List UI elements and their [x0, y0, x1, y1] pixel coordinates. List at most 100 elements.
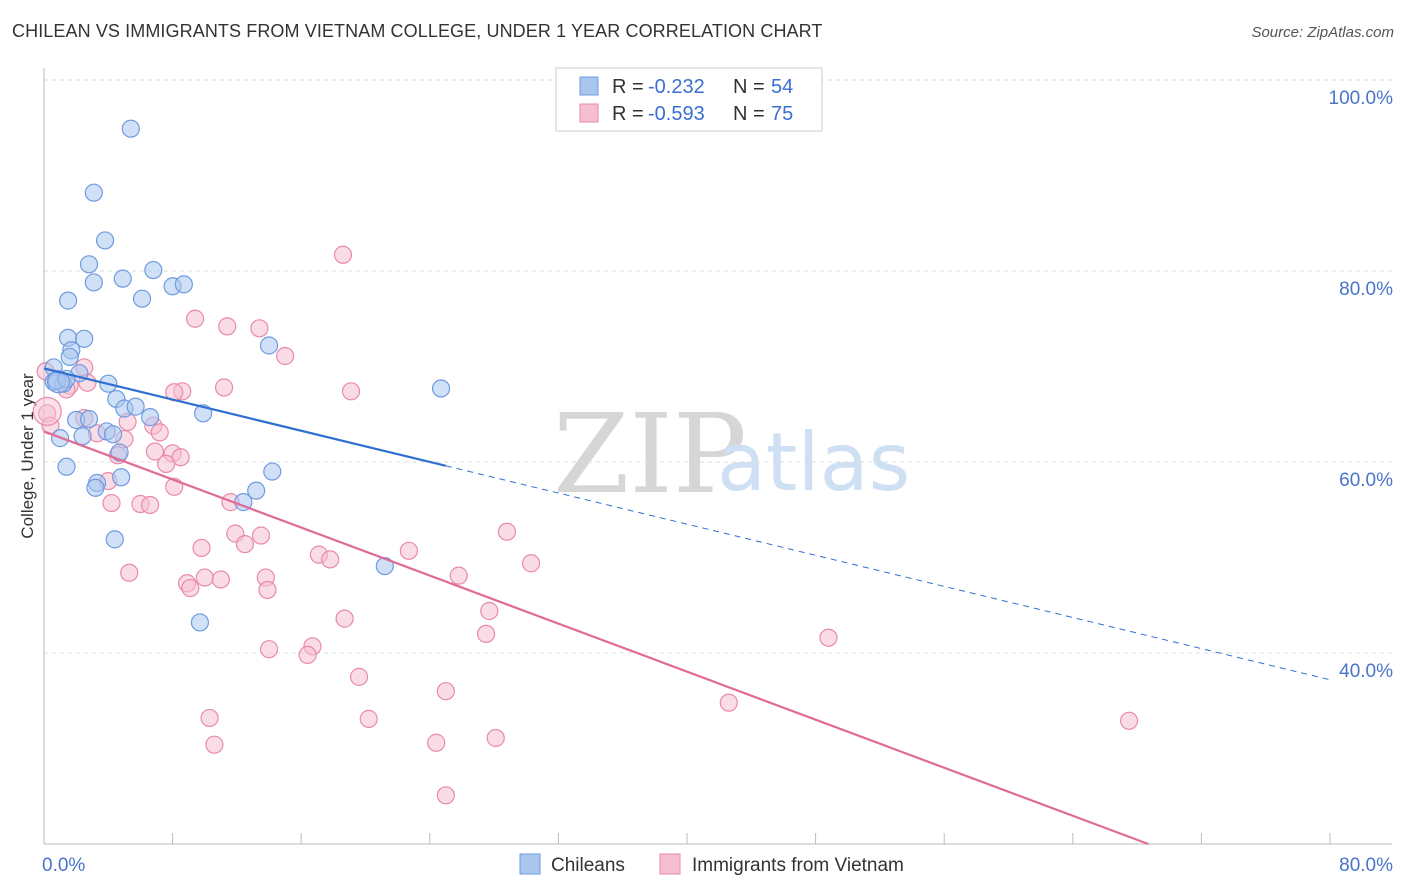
chilean-point-2	[95, 231, 115, 250]
chilean-points	[44, 119, 451, 632]
vietnam-point-1	[186, 309, 205, 328]
chilean-point-45	[190, 613, 210, 632]
chilean-point-36	[57, 457, 76, 476]
legend-r-label-1: R =	[612, 76, 644, 98]
vietnam-point-64	[427, 733, 446, 752]
vietnam-point-59	[719, 693, 738, 712]
chilean-trendline-extension	[445, 465, 1331, 681]
x-tick-marks	[43, 833, 1331, 844]
chilean-point-30	[79, 409, 99, 429]
vietnam-trendline	[43, 430, 1149, 846]
vietnam-point-42	[120, 563, 139, 582]
chilean-point-35	[110, 443, 129, 462]
legend-swatch-vietnam	[579, 103, 599, 123]
chilean-point-26	[126, 397, 145, 416]
vietnam-point-66	[436, 786, 455, 805]
vietnam-point-60	[200, 708, 219, 728]
vietnam-point-53	[819, 628, 838, 647]
chilean-point-4	[144, 260, 163, 280]
chilean-point-10	[132, 289, 152, 308]
chilean-point-43	[105, 530, 124, 549]
vietnam-point-2	[218, 317, 237, 336]
vietnam-point-0	[333, 245, 353, 264]
y-tick-label-80: 80.0%	[1339, 279, 1393, 300]
legend-r-label-2: R =	[612, 103, 644, 125]
chilean-trendline	[43, 367, 447, 467]
vietnam-point-40	[399, 541, 419, 560]
source-label: Source: ZipAtlas.com	[1251, 24, 1394, 41]
chilean-point-38	[112, 468, 131, 487]
series-legend: Chileans Immigrants from Vietnam	[519, 853, 904, 876]
vietnam-point-46	[211, 570, 230, 589]
vietnam-point-63	[205, 735, 224, 754]
vietnam-point-44	[181, 578, 200, 598]
legend-n-value-1: 54	[771, 76, 793, 98]
bottom-legend-vietnam: Immigrants from Vietnam	[692, 855, 904, 876]
chilean-point-15	[60, 347, 79, 367]
chilean-point-28	[140, 408, 160, 427]
vietnam-point-65	[486, 728, 505, 748]
legend-r-value-2: -0.593	[648, 103, 705, 125]
bottom-swatch-chileans	[519, 853, 541, 875]
vietnam-point-12	[214, 378, 234, 397]
vietnam-point-41	[521, 554, 541, 573]
vietnam-point-cluster	[32, 396, 62, 426]
vietnam-point-62	[1119, 711, 1139, 730]
vietnam-point-34	[251, 526, 271, 545]
vietnam-point-61	[359, 709, 378, 728]
chilean-point-33	[73, 427, 92, 446]
vietnam-point-20	[150, 423, 169, 442]
chilean-point-cluster	[46, 370, 71, 394]
vietnam-points	[32, 245, 1139, 805]
trend-lines	[43, 367, 1331, 846]
y-tick-label-100: 100.0%	[1329, 88, 1394, 109]
vietnam-point-37	[235, 535, 255, 554]
chilean-point-41	[247, 481, 266, 500]
watermark-zip: ZIP	[553, 390, 747, 518]
y-tick-label-60: 60.0%	[1339, 470, 1393, 491]
vietnam-point-48	[258, 580, 277, 600]
legend-n-label-1: N =	[733, 76, 765, 98]
chilean-point-6	[84, 273, 103, 292]
vietnam-point-45	[195, 568, 214, 587]
legend-r-value-1: -0.232	[648, 76, 705, 98]
chilean-point-40	[86, 478, 105, 497]
chilean-point-9	[59, 291, 78, 310]
chilean-point-0	[121, 119, 140, 138]
vietnam-point-49	[449, 566, 468, 585]
chilean-point-8	[174, 275, 193, 294]
chilean-point-5	[113, 269, 132, 288]
vietnam-point-56	[298, 645, 317, 665]
chilean-point-13	[259, 336, 279, 355]
vietnam-point-13	[341, 382, 361, 401]
vietnam-point-58	[436, 682, 455, 701]
vietnam-point-51	[335, 609, 354, 628]
legend-n-label-2: N =	[733, 103, 765, 125]
vietnam-point-31	[140, 495, 160, 515]
vietnam-point-39	[321, 550, 340, 569]
chilean-point-1	[84, 183, 103, 202]
y-tick-label-40: 40.0%	[1339, 661, 1393, 682]
vietnam-point-57	[349, 667, 369, 686]
chilean-point-32	[104, 425, 123, 444]
chart-title: CHILEAN VS IMMIGRANTS FROM VIETNAM COLLE…	[12, 21, 823, 41]
bottom-legend-chileans: Chileans	[551, 855, 625, 876]
vietnam-point-52	[476, 624, 496, 644]
vietnam-point-36	[192, 538, 211, 558]
y-axis-label: College, Under 1 year	[18, 373, 37, 539]
bottom-swatch-vietnam	[659, 853, 681, 875]
vietnam-point-29	[102, 493, 121, 513]
vietnam-point-3	[250, 319, 269, 338]
vietnam-point-35	[497, 522, 517, 541]
x-tick-label-0: 0.0%	[42, 855, 85, 876]
vietnam-point-54	[259, 640, 279, 659]
vietnam-point-4	[276, 346, 295, 366]
correlation-legend: R = -0.232 N = 54 R = -0.593 N = 75	[555, 67, 823, 132]
chilean-point-12	[75, 329, 94, 348]
grid-lines	[44, 79, 1392, 654]
vietnam-point-23	[145, 442, 165, 461]
x-tick-label-80: 80.0%	[1339, 855, 1393, 876]
vietnam-point-50	[480, 601, 499, 621]
vietnam-point-26	[157, 454, 176, 474]
